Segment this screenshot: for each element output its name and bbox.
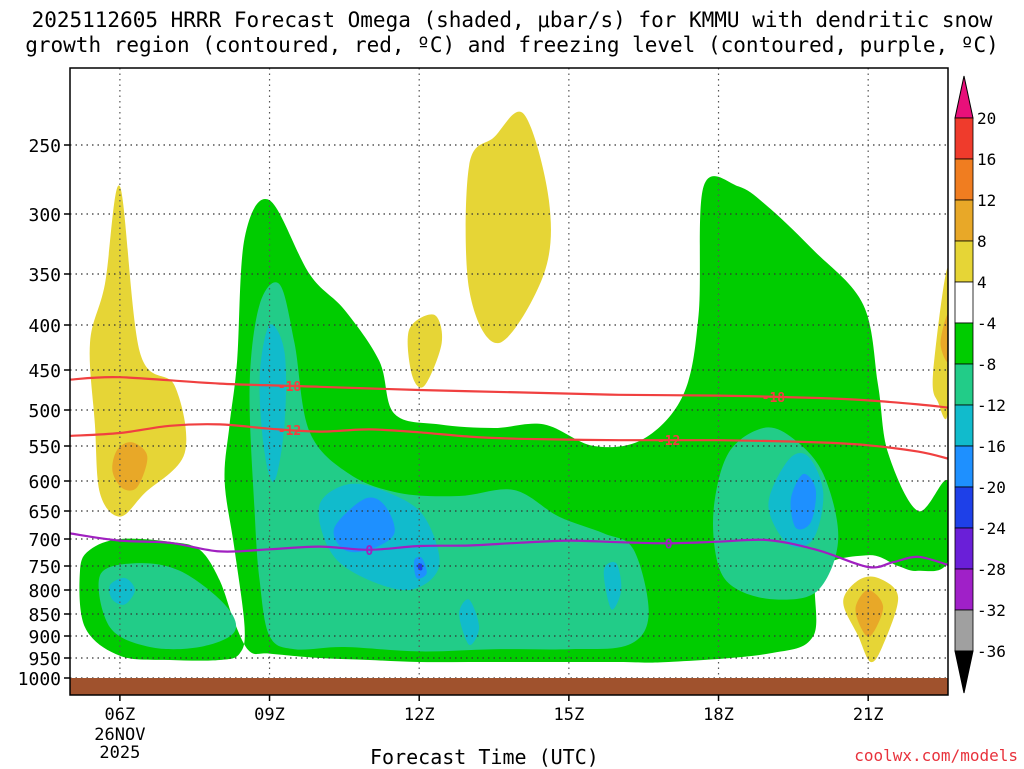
omega-region-5 [940, 314, 948, 362]
omega-shading-layer [79, 111, 948, 663]
y-tick-label-1000: 1000 [18, 669, 61, 690]
dendritic-contour--12 [70, 423, 948, 460]
colorbar-label-6: -8 [977, 355, 996, 374]
colorbar-label-8: -16 [977, 437, 1006, 456]
colorbar-label-2: 12 [977, 191, 996, 210]
y-tick-label-300: 300 [28, 205, 61, 226]
colorbar-label-13: -36 [977, 642, 1006, 661]
chart-title-line-2: growth region (contoured, red, ºC) and f… [25, 33, 999, 57]
y-tick-label-800: 800 [28, 581, 61, 602]
omega-region-21 [459, 599, 480, 646]
y-tick-label-350: 350 [28, 265, 61, 286]
colorbar-label-0: 20 [977, 109, 996, 128]
omega-region-7 [855, 590, 884, 637]
x-tick-label-09Z: 09Z [254, 705, 285, 725]
colorbar-band-2 [954, 199, 974, 242]
colorbar-bottom-arrow [954, 650, 974, 694]
y-tick-label-750: 750 [28, 557, 61, 578]
dendritic-contour--12-label-1: -12 [657, 434, 680, 449]
colorbar-band-6 [954, 363, 974, 406]
y-tick-label-250: 250 [28, 136, 61, 157]
colorbar-band-10 [954, 527, 974, 570]
brand-watermark[interactable]: coolwx.com/models [854, 746, 1018, 765]
colorbar-band-8 [954, 445, 974, 488]
colorbar-label-7: -12 [977, 396, 1006, 415]
colorbar-label-10: -24 [977, 519, 1006, 538]
x-tick-label-12Z: 12Z [404, 705, 435, 725]
colorbar-band-3 [954, 240, 974, 283]
omega-region-4 [932, 267, 948, 420]
colorbar-label-1: 16 [977, 150, 996, 169]
colorbar-band-4 [954, 281, 974, 324]
omega-region-3 [407, 314, 443, 388]
colorbar-label-11: -28 [977, 560, 1006, 579]
date-day-label: 26NOV [94, 725, 145, 745]
omega-region-18 [790, 473, 817, 530]
x-axis-title: Forecast Time (UTC) [370, 745, 599, 769]
colorbar-band-11 [954, 568, 974, 611]
freezing-level-contour-label-1: 0 [665, 537, 673, 552]
y-tick-label-700: 700 [28, 530, 61, 551]
omega-region-19 [109, 577, 135, 605]
y-tick-label-450: 450 [28, 361, 61, 382]
y-tick-label-500: 500 [28, 401, 61, 422]
date-year-label: 2025 [99, 743, 140, 763]
colorbar-band-12 [954, 609, 974, 652]
x-tick-label-06Z: 06Z [105, 705, 136, 725]
y-tick-label-550: 550 [28, 437, 61, 458]
colorbar-band-7 [954, 404, 974, 447]
colorbar-label-4: 4 [977, 273, 987, 292]
contour-layer: -18 -18 -12 -12 0 0 [70, 375, 948, 569]
chart-title-line-1: 2025112605 HRRR Forecast Omega (shaded, … [31, 8, 993, 32]
ground-layer [70, 678, 948, 695]
y-tick-label-600: 600 [28, 472, 61, 493]
colorbar-label-12: -32 [977, 601, 1006, 620]
x-tick-label-21Z: 21Z [853, 705, 884, 725]
colorbar-band-0 [954, 117, 974, 160]
omega-region-20 [603, 562, 622, 610]
dendritic-contour--18 [70, 375, 948, 409]
x-tick-label-15Z: 15Z [554, 705, 585, 725]
colorbar-top-arrow [954, 75, 974, 119]
omega-region-2 [465, 111, 551, 344]
omega-region-1 [112, 442, 148, 491]
y-tick-label-850: 850 [28, 605, 61, 626]
colorbar-label-9: -20 [977, 478, 1006, 497]
omega-region-11 [98, 563, 237, 650]
dendritic-contour--18-label-1: -18 [762, 391, 786, 406]
ground-surface [70, 678, 948, 695]
colorbar-band-9 [954, 486, 974, 529]
axes-layer: 2503003504004505005506006507007508008509… [18, 67, 949, 763]
colorbar-label-5: -4 [977, 314, 996, 333]
colorbar-band-5 [954, 322, 974, 365]
plot-frame [69, 67, 949, 696]
dendritic-contour--12-label-0: -12 [278, 424, 301, 439]
colorbar: 20 16 12 8 4 -4 -8 -12 -16 -20 -24 -28 -32 -36 [954, 75, 1006, 694]
omega-region-12 [259, 324, 287, 482]
dendritic-contour--18-label-0: -18 [278, 380, 302, 395]
x-tick-label-18Z: 18Z [703, 705, 734, 725]
y-tick-label-400: 400 [28, 316, 61, 337]
colorbar-label-3: 8 [977, 232, 987, 251]
colorbar-band-1 [954, 158, 974, 201]
freezing-level-contour [70, 532, 948, 569]
freezing-level-contour-label-0: 0 [365, 544, 373, 559]
y-tick-label-900: 900 [28, 627, 61, 648]
y-tick-label-650: 650 [28, 502, 61, 523]
grid-lines [70, 68, 948, 695]
y-tick-label-950: 950 [28, 649, 61, 670]
